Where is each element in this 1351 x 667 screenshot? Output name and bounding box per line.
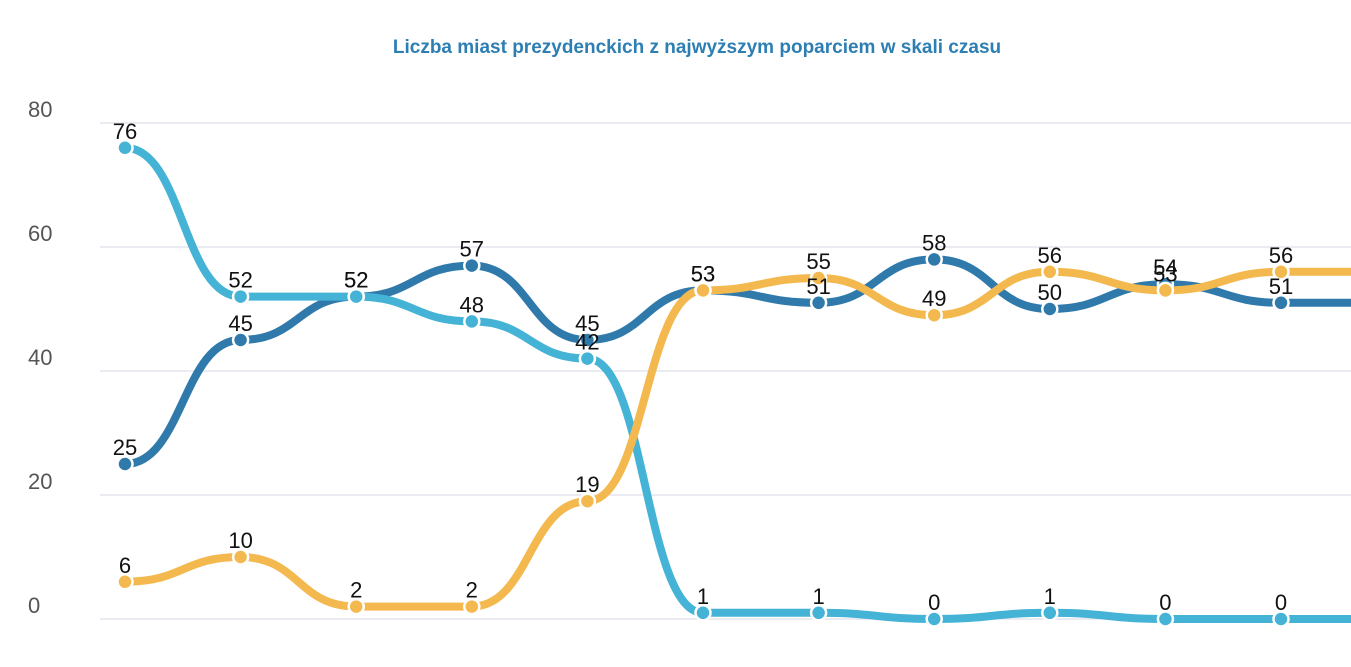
series-line	[124, 267, 1282, 611]
value-label: 52	[344, 268, 368, 293]
value-label: 1	[812, 584, 824, 609]
value-label: 1	[697, 584, 709, 609]
point	[116, 455, 134, 473]
y-tick-label: 40	[28, 345, 52, 370]
point	[231, 331, 250, 349]
value-label: 42	[575, 330, 599, 355]
value-label: 53	[1153, 261, 1177, 286]
point	[1156, 281, 1175, 300]
point	[463, 256, 481, 275]
point	[1272, 263, 1290, 281]
point	[694, 281, 712, 300]
point	[925, 306, 943, 324]
series-line	[124, 143, 1281, 623]
point	[694, 604, 712, 622]
point	[925, 250, 943, 269]
y-tick-label: 0	[28, 593, 40, 618]
point	[231, 548, 250, 566]
value-label: 1	[1044, 584, 1056, 609]
point	[116, 573, 134, 591]
value-label: 25	[113, 435, 137, 460]
point	[463, 312, 481, 331]
series-line	[124, 255, 1282, 468]
point	[809, 269, 828, 287]
value-label: 49	[922, 286, 946, 311]
value-label: 54	[1153, 255, 1177, 280]
value-label: 45	[228, 311, 252, 336]
value-label: 0	[928, 590, 940, 615]
value-label: 6	[119, 553, 131, 578]
value-label: 2	[350, 578, 362, 603]
value-label: 10	[228, 528, 252, 553]
point	[1041, 300, 1059, 318]
y-tick-label: 20	[28, 469, 52, 494]
point	[1041, 604, 1059, 622]
point	[1272, 610, 1290, 628]
value-label: 52	[344, 268, 368, 293]
value-label: 50	[1038, 280, 1062, 305]
value-label: 51	[1269, 274, 1293, 299]
value-label: 58	[922, 230, 946, 255]
value-label: 45	[575, 311, 599, 336]
point	[925, 610, 943, 628]
value-label: 2	[466, 578, 478, 603]
y-tick-label: 60	[28, 221, 52, 246]
point	[231, 287, 250, 306]
chart-title: Liczba miast prezydenckich z najwyższym …	[393, 37, 1001, 58]
value-label: 53	[691, 261, 715, 286]
point	[809, 604, 828, 622]
point	[463, 597, 481, 616]
y-tick-label: 80	[28, 97, 52, 122]
value-label: 0	[1159, 590, 1171, 615]
point	[116, 139, 134, 157]
point	[347, 287, 365, 306]
value-label: 52	[228, 268, 252, 293]
value-label: 19	[575, 472, 599, 497]
value-label: 57	[460, 237, 484, 262]
point	[1272, 294, 1290, 312]
value-label: 0	[1275, 590, 1287, 615]
point	[347, 597, 365, 616]
point	[809, 294, 828, 312]
value-label: 76	[113, 119, 137, 144]
value-label: 56	[1269, 243, 1293, 268]
value-label: 56	[1038, 243, 1062, 268]
point	[578, 492, 597, 510]
point	[578, 331, 597, 349]
point	[1156, 610, 1175, 628]
point	[578, 349, 597, 368]
value-label: 55	[806, 249, 830, 274]
value-label: 51	[806, 274, 830, 299]
value-label: 53	[691, 261, 715, 286]
point	[1041, 263, 1059, 281]
value-label: 48	[460, 292, 484, 317]
